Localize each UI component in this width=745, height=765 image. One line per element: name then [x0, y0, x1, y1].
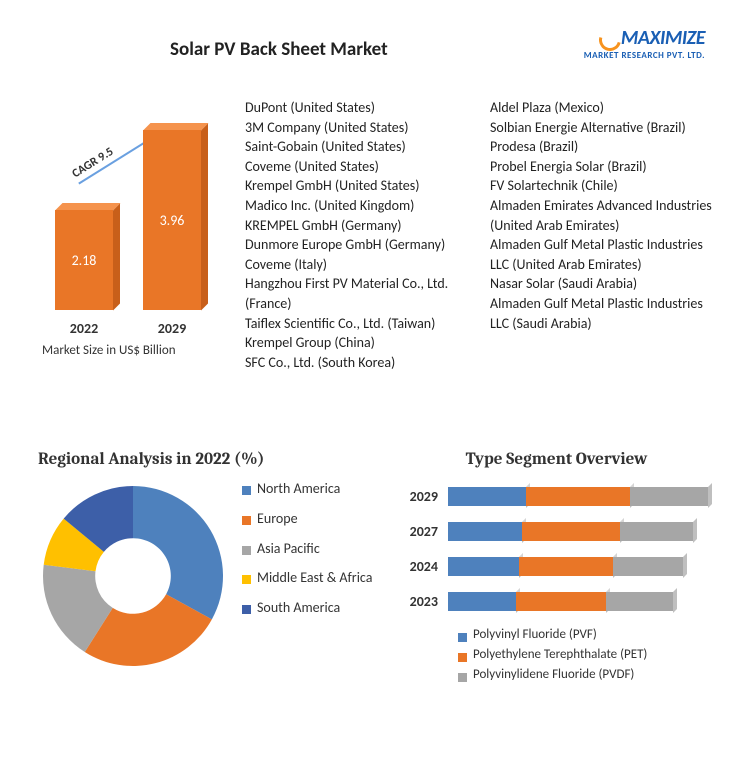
legend-swatch	[242, 486, 251, 495]
legend-item: North America	[242, 481, 372, 498]
legend-item: South America	[242, 600, 372, 617]
hbar-segment	[448, 557, 519, 576]
hbar-year-label: 2023	[398, 593, 448, 610]
hbar-segment	[519, 557, 613, 576]
company-item: Aldel Plaza (Mexico)	[490, 98, 715, 118]
company-item: 3M Company (United States)	[245, 118, 470, 138]
legend-label: North America	[257, 481, 340, 498]
market-size-bar-chart: CAGR 9.5 2.183.96 20222029 Market Size i…	[40, 110, 230, 370]
legend-label: Middle East & Africa	[257, 570, 372, 587]
legend-item: Europe	[242, 511, 372, 528]
logo-brand: MAXIMIZE	[621, 26, 705, 50]
legend-item: Middle East & Africa	[242, 570, 372, 587]
legend-item: Asia Pacific	[242, 541, 372, 558]
company-item: Madico Inc. (United Kingdom)	[245, 196, 470, 216]
company-item: SFC Co., Ltd. (South Korea)	[245, 353, 470, 373]
bar: 3.96	[143, 130, 201, 310]
legend-swatch	[242, 546, 251, 555]
company-item: Coveme (United States)	[245, 157, 470, 177]
logo-tagline: MARKET RESEARCH PVT. LTD.	[584, 51, 705, 60]
hbar-year-label: 2024	[398, 558, 448, 575]
brand-logo: MAXIMIZE MARKET RESEARCH PVT. LTD.	[584, 28, 705, 60]
company-item: KREMPEL GmbH (Germany)	[245, 216, 470, 236]
legend-label: Polyvinyl Fluoride (PVF)	[473, 627, 597, 642]
hbar-segment	[613, 557, 684, 576]
hbar-row: 2024	[398, 557, 715, 576]
type-segment-title: Type Segment Overview	[398, 450, 715, 469]
hbar-row: 2023	[398, 592, 715, 611]
company-item: Solbian Energie Alternative (Brazil)	[490, 118, 715, 138]
hbar-row: 2027	[398, 522, 715, 541]
hbar-segment	[448, 522, 522, 541]
legend-label: South America	[257, 600, 340, 617]
bar-category: 2022	[55, 320, 113, 337]
company-item: Coveme (Italy)	[245, 255, 470, 275]
regional-title: Regional Analysis in 2022 (%)	[38, 450, 388, 469]
company-item: Almaden Gulf Metal Plastic Industries LL…	[490, 235, 715, 274]
legend-swatch	[242, 605, 251, 614]
hbar-year-label: 2029	[398, 488, 448, 505]
company-item: FV Solartechnik (Chile)	[490, 176, 715, 196]
legend-item: Polyethylene Terephthalate (PET)	[458, 647, 715, 662]
legend-swatch	[242, 575, 251, 584]
company-item: Krempel GmbH (United States)	[245, 176, 470, 196]
company-item: Nasar Solar (Saudi Arabia)	[490, 274, 715, 294]
bar-value: 2.18	[72, 252, 97, 269]
bar-axis-label: Market Size in US$ Billion	[42, 343, 230, 358]
hbar-segment	[516, 592, 606, 611]
company-item: Krempel Group (China)	[245, 333, 470, 353]
type-segment-chart: Type Segment Overview 2029 2027 2024 2023 P…	[388, 450, 715, 687]
legend-item: Polyvinylidene Fluoride (PVDF)	[458, 667, 715, 682]
legend-label: Europe	[257, 511, 298, 528]
hbar-segment	[448, 487, 526, 506]
legend-swatch	[458, 653, 467, 662]
company-item: Prodesa (Brazil)	[490, 137, 715, 157]
bar-value: 3.96	[160, 212, 185, 229]
hbar-row: 2029	[398, 487, 715, 506]
company-item: Almaden Emirates Advanced Industries (Un…	[490, 196, 715, 235]
legend-label: Polyvinylidene Fluoride (PVDF)	[473, 667, 634, 682]
hbar-segment	[620, 522, 694, 541]
legend-swatch	[458, 673, 467, 682]
hbar-segment	[448, 592, 516, 611]
legend-item: Polyvinyl Fluoride (PVF)	[458, 627, 715, 642]
legend-label: Polyethylene Terephthalate (PET)	[473, 647, 647, 662]
company-item: Dunmore Europe GmbH (Germany)	[245, 235, 470, 255]
hbar-segment	[606, 592, 674, 611]
bar: 2.18	[55, 210, 113, 310]
page-title: Solar PV Back Sheet Market	[170, 38, 388, 61]
bar-category: 2029	[143, 320, 201, 337]
hbar-segment	[522, 522, 620, 541]
company-item: Taiflex Scientific Co., Ltd. (Taiwan)	[245, 314, 470, 334]
company-item: Probel Energia Solar (Brazil)	[490, 157, 715, 177]
hbar-segment	[526, 487, 630, 506]
legend-swatch	[458, 633, 467, 642]
company-item: Saint-Gobain (United States)	[245, 137, 470, 157]
hbar-segment	[630, 487, 708, 506]
legend-label: Asia Pacific	[257, 541, 320, 558]
company-item: DuPont (United States)	[245, 98, 470, 118]
legend-swatch	[242, 516, 251, 525]
hbar-year-label: 2027	[398, 523, 448, 540]
company-list: DuPont (United States)3M Company (United…	[245, 98, 715, 372]
regional-analysis-chart: Regional Analysis in 2022 (%) North Amer…	[38, 450, 388, 687]
company-item: Hangzhou First PV Material Co., Ltd. (Fr…	[245, 274, 470, 313]
company-item: Almaden Gulf Metal Plastic Industries LL…	[490, 294, 715, 333]
donut-slice	[133, 486, 223, 619]
